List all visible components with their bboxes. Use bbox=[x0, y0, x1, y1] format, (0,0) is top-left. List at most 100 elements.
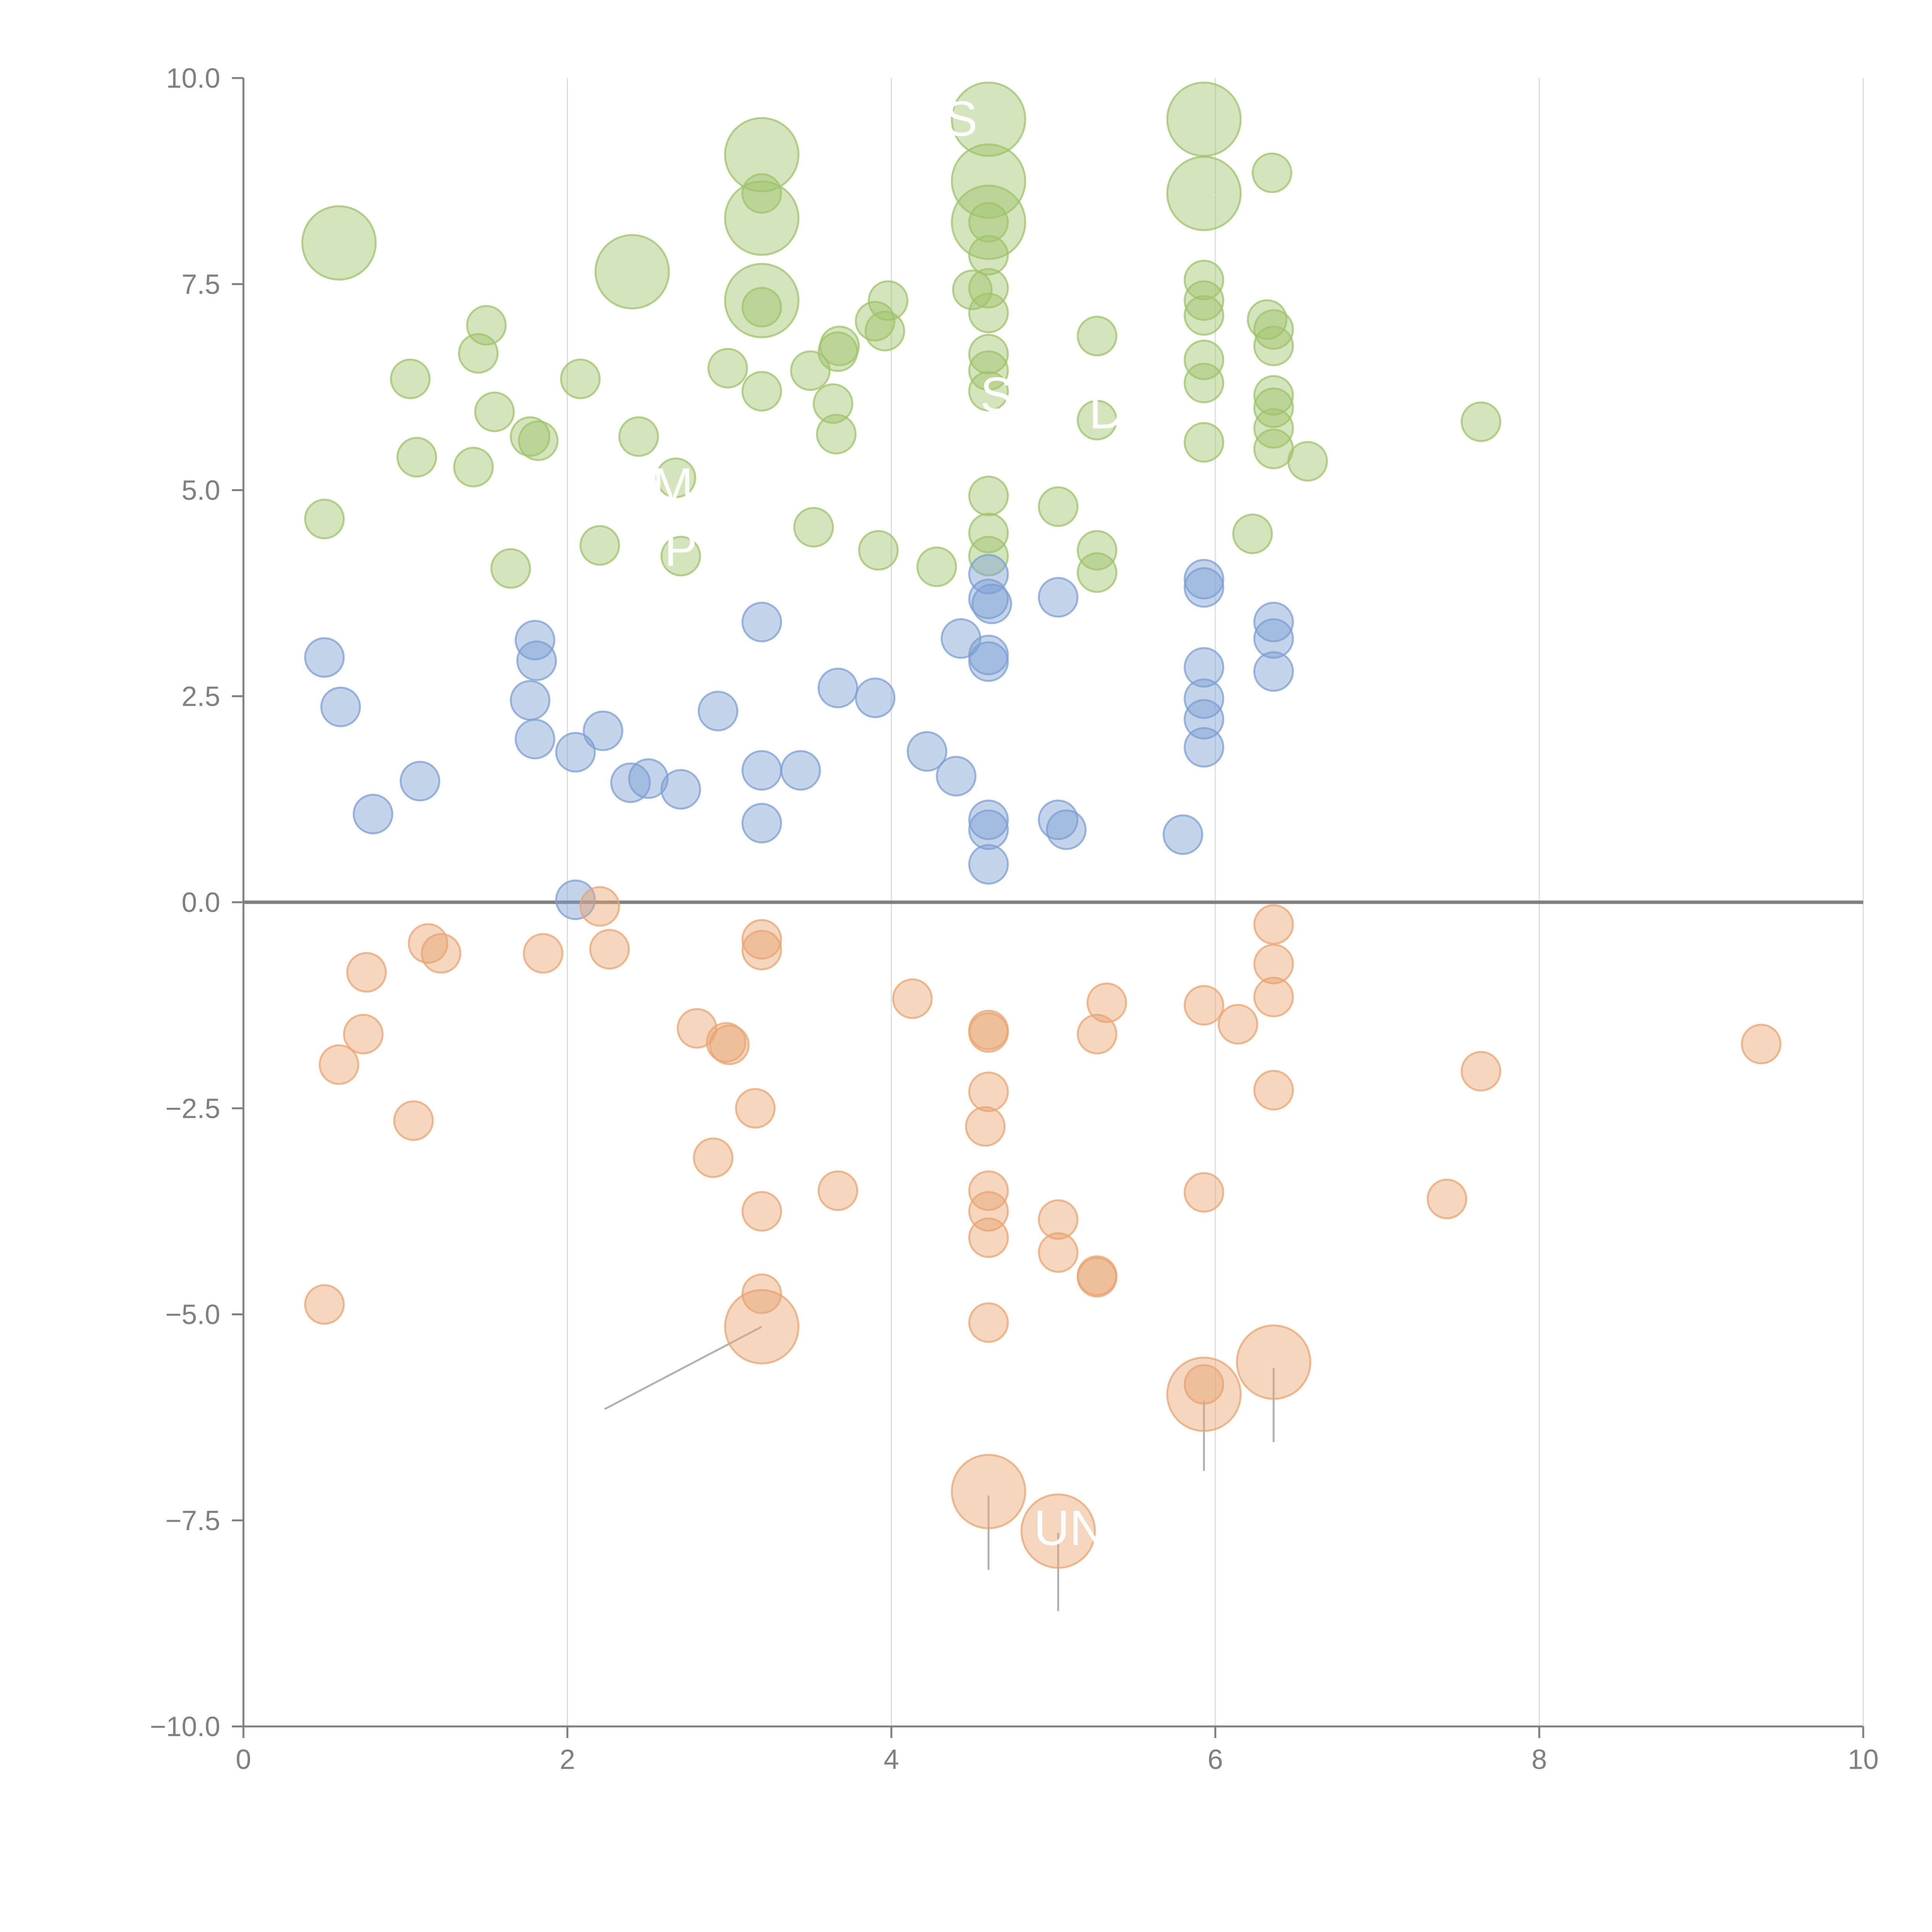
series-1-point-42 bbox=[1253, 602, 1294, 643]
series-2-point-20 bbox=[892, 978, 933, 1019]
series-2-point-22 bbox=[968, 1012, 1009, 1053]
series-0-point-42 bbox=[1077, 316, 1117, 357]
series-2-point-14 bbox=[735, 1088, 776, 1129]
leader-line-1 bbox=[592, 270, 629, 277]
bubble-label-m: M bbox=[652, 458, 694, 513]
series-2-point-41 bbox=[1253, 976, 1294, 1017]
x-tick-label-2: 4 bbox=[884, 1744, 899, 1775]
series-1-point-13 bbox=[660, 769, 701, 810]
series-0-point-6 bbox=[474, 391, 515, 432]
series-0-point-67 bbox=[724, 263, 799, 338]
data-points bbox=[301, 82, 1782, 1569]
series-2-point-9 bbox=[589, 929, 630, 970]
series-2-point-35 bbox=[1184, 985, 1225, 1026]
series-2-point-24 bbox=[965, 1106, 1006, 1147]
series-2-point-0 bbox=[304, 1284, 345, 1325]
y-tick-label-2: 5.0 bbox=[182, 475, 220, 506]
series-1-point-22 bbox=[935, 756, 976, 797]
series-1-point-43 bbox=[1253, 618, 1294, 659]
series-0-point-44 bbox=[1077, 530, 1117, 571]
series-0-point-33 bbox=[968, 268, 1009, 309]
series-1-point-21 bbox=[906, 731, 947, 772]
series-1-point-34 bbox=[1046, 809, 1087, 850]
leader-line-4 bbox=[728, 300, 763, 384]
series-0-point-68 bbox=[951, 82, 1026, 157]
series-1-point-3 bbox=[400, 760, 440, 801]
series-1-point-41 bbox=[1184, 727, 1225, 768]
series-0-point-18 bbox=[741, 371, 782, 412]
series-0-point-72 bbox=[1166, 156, 1242, 231]
series-2-point-46 bbox=[724, 1289, 799, 1364]
series-0-point-16 bbox=[741, 173, 782, 214]
series-1-point-36 bbox=[1184, 559, 1225, 600]
series-2-point-32 bbox=[1077, 1257, 1117, 1298]
series-0-point-10 bbox=[560, 359, 601, 400]
series-0-point-31 bbox=[968, 202, 1009, 243]
series-2-point-37 bbox=[1184, 1364, 1225, 1405]
series-1-point-15 bbox=[741, 602, 782, 643]
series-1-point-12 bbox=[628, 758, 669, 799]
leader-line-9 bbox=[1210, 192, 1240, 203]
x-tick-label-1: 2 bbox=[560, 1744, 575, 1775]
series-0-point-2 bbox=[396, 437, 437, 478]
series-2-point-47 bbox=[1166, 1356, 1242, 1432]
series-0-point-69 bbox=[951, 143, 1026, 219]
series-1-point-6 bbox=[516, 640, 557, 681]
series-0-point-50 bbox=[1184, 362, 1225, 403]
series-0-point-62 bbox=[1461, 401, 1502, 442]
series-0-point-40 bbox=[968, 536, 1009, 577]
series-1-point-14 bbox=[697, 690, 738, 731]
series-0-point-22 bbox=[816, 413, 857, 454]
series-2-point-11 bbox=[693, 1137, 734, 1178]
series-1-point-7 bbox=[515, 719, 556, 760]
leader-line-2 bbox=[713, 153, 756, 162]
series-1-point-37 bbox=[1184, 567, 1225, 608]
series-2-point-42 bbox=[1253, 1070, 1294, 1111]
series-2-point-3 bbox=[346, 952, 387, 993]
y-tick-label-7: −7.5 bbox=[165, 1505, 220, 1536]
series-1-point-11 bbox=[610, 762, 651, 803]
series-1-point-29 bbox=[968, 799, 1009, 840]
series-1-point-32 bbox=[1038, 577, 1079, 618]
series-1-point-17 bbox=[741, 803, 782, 844]
series-2-point-44 bbox=[1461, 1051, 1502, 1092]
series-2-point-40 bbox=[1253, 944, 1294, 985]
series-1-point-35 bbox=[1162, 814, 1203, 855]
series-0-point-71 bbox=[1166, 82, 1242, 157]
series-2-point-4 bbox=[393, 1100, 434, 1141]
series-1-point-18 bbox=[780, 750, 821, 791]
series-0-point-53 bbox=[1252, 152, 1293, 193]
series-0-point-11 bbox=[579, 525, 620, 566]
series-0-point-39 bbox=[968, 512, 1009, 553]
series-0-point-3 bbox=[453, 447, 494, 488]
series-1-point-4 bbox=[510, 680, 551, 721]
series-0-point-65 bbox=[724, 117, 799, 192]
series-1-point-38 bbox=[1184, 647, 1225, 688]
series-0-point-5 bbox=[466, 305, 507, 346]
series-0-point-24 bbox=[819, 325, 860, 366]
series-2-point-16 bbox=[741, 930, 782, 971]
bubble-label-un: UN bbox=[1034, 1501, 1105, 1556]
bubble-label-d: D bbox=[1089, 384, 1124, 439]
series-2-point-29 bbox=[1038, 1199, 1079, 1240]
series-2-point-6 bbox=[420, 933, 461, 974]
series-0-point-57 bbox=[1253, 375, 1294, 416]
y-tick-label-1: 7.5 bbox=[182, 269, 220, 300]
series-0-point-51 bbox=[1184, 422, 1225, 463]
bubble-labels: S S D M P UN bbox=[652, 91, 1125, 1556]
series-0-point-43 bbox=[1077, 400, 1117, 440]
series-1-point-30 bbox=[968, 809, 1009, 850]
ticks: 0 2 4 6 8 10 10.0 7.5 5.0 2.5 0.0 −2.5 −5.0 −7.5 −10.0 bbox=[150, 63, 1879, 1775]
series-0-point-60 bbox=[1253, 429, 1294, 469]
series-1-point-28 bbox=[968, 641, 1009, 682]
series-0-point-36 bbox=[968, 350, 1009, 391]
x-tick-label-3: 6 bbox=[1208, 1744, 1223, 1775]
series-2-point-45 bbox=[1741, 1024, 1782, 1065]
bubble-label-s-mid: S bbox=[980, 367, 1013, 423]
series-2-point-13 bbox=[709, 1024, 750, 1065]
series-0-point-30 bbox=[952, 269, 993, 310]
bubble-label-s-top: S bbox=[944, 91, 977, 146]
series-0-point-38 bbox=[968, 475, 1009, 516]
series-2-point-23 bbox=[968, 1071, 1009, 1112]
